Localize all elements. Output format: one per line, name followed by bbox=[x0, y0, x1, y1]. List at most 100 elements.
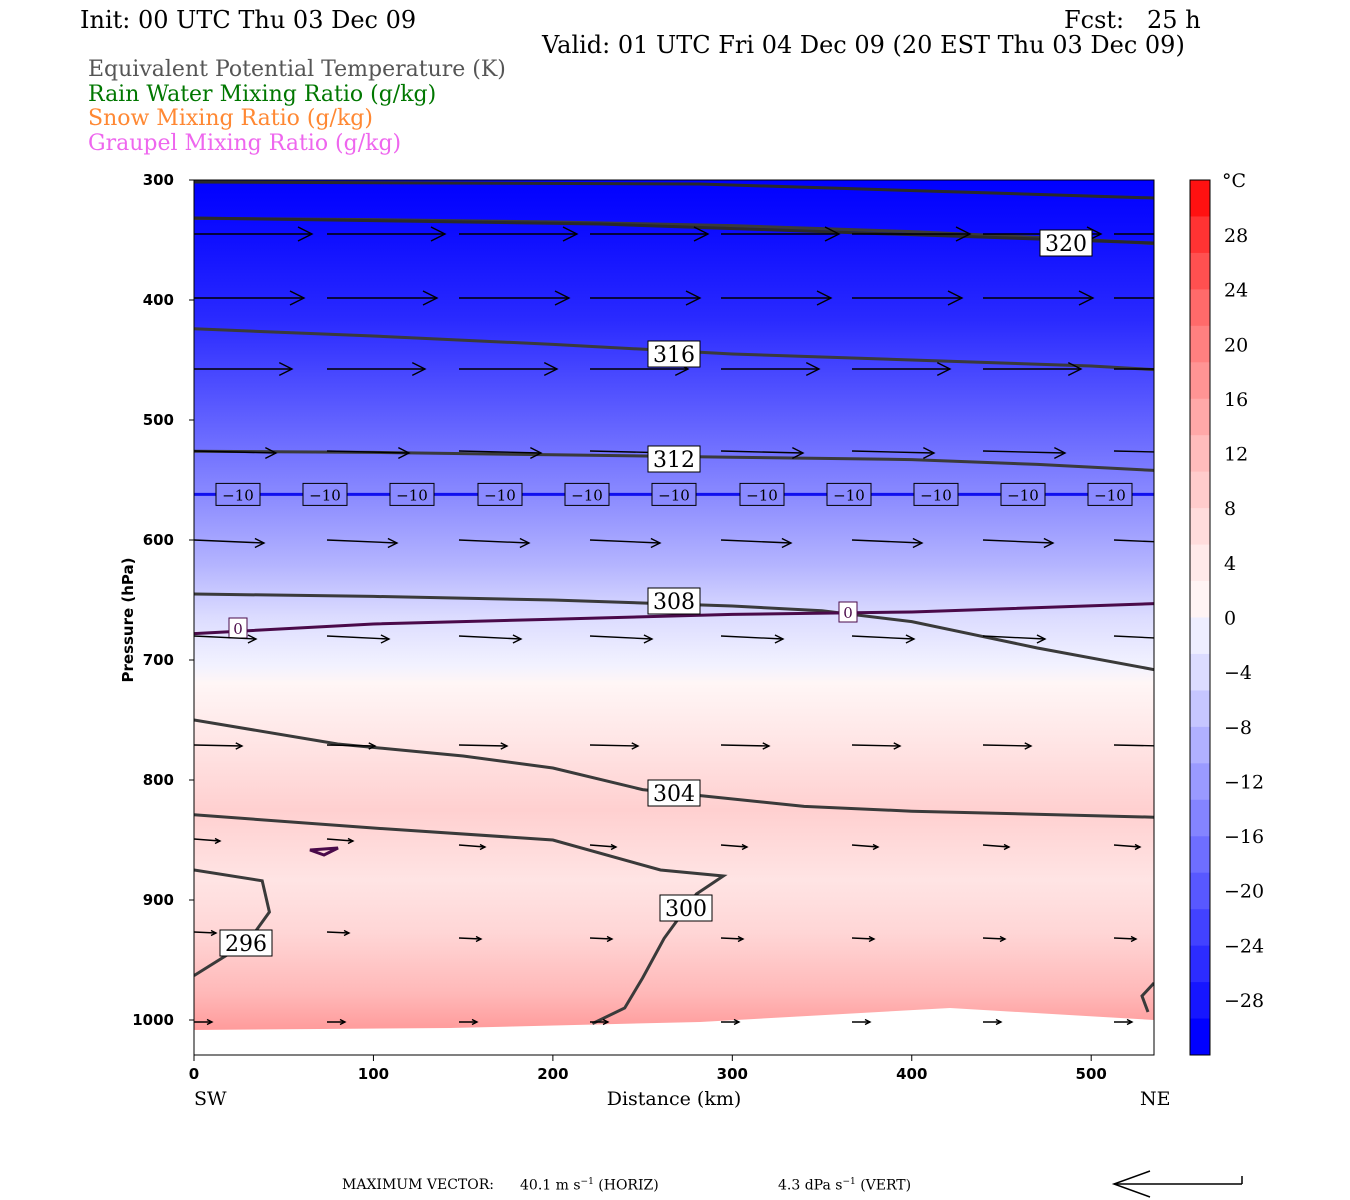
theta-e-contour-corner bbox=[1140, 981, 1154, 1013]
vector-head bbox=[610, 843, 618, 851]
x-tick-label: 500 bbox=[1076, 1065, 1107, 1083]
theta-e-label-320: 320 bbox=[1039, 229, 1093, 257]
colorbar-label: 16 bbox=[1224, 389, 1248, 411]
wind-vector bbox=[326, 537, 399, 549]
valid-time: Valid: 01 UTC Fri 04 Dec 09 (20 EST Thu … bbox=[542, 31, 1185, 59]
isotherm-label-text: −10 bbox=[1094, 486, 1126, 504]
wind-vector bbox=[326, 742, 377, 750]
vector-head bbox=[562, 226, 579, 242]
colorbar-swatch bbox=[1190, 690, 1210, 728]
isotherm-minus10-label: −10 bbox=[564, 482, 610, 506]
wind-vector bbox=[326, 837, 355, 845]
vector-head bbox=[781, 537, 793, 549]
label-box bbox=[651, 482, 697, 506]
vector-head bbox=[235, 742, 244, 750]
wind-vector bbox=[851, 742, 902, 750]
wind-vector bbox=[458, 742, 509, 750]
y-tick-label: 600 bbox=[143, 531, 174, 549]
y-axis-title: Pressure (hPa) bbox=[119, 558, 137, 683]
isotherm-minus10-label: −10 bbox=[1000, 482, 1046, 506]
vector-shaft bbox=[720, 844, 748, 848]
isotherm-minus10-label: −10 bbox=[389, 482, 435, 506]
vector-shaft bbox=[720, 937, 744, 940]
wind-vector bbox=[982, 843, 1011, 851]
colorbar-unit: °C bbox=[1222, 170, 1246, 192]
wind-vector bbox=[326, 929, 351, 937]
vector-head bbox=[339, 1018, 347, 1026]
vector-head bbox=[606, 935, 614, 943]
vector-head bbox=[530, 447, 543, 459]
vector-shaft bbox=[589, 937, 613, 940]
vector-shaft bbox=[1113, 539, 1154, 543]
vector-head bbox=[1054, 447, 1067, 459]
label-box bbox=[477, 482, 523, 506]
wind-vector bbox=[194, 1018, 214, 1026]
wind-vector bbox=[982, 742, 1033, 750]
wind-vector bbox=[851, 935, 876, 943]
colorbar-label: 20 bbox=[1224, 334, 1248, 356]
colorbar-swatch bbox=[1190, 398, 1210, 436]
y-tick-label: 1000 bbox=[132, 1011, 174, 1029]
vector-shaft bbox=[1113, 450, 1154, 453]
label-box bbox=[647, 445, 701, 473]
vector-shaft bbox=[982, 450, 1066, 454]
vector-head bbox=[816, 290, 833, 306]
wind-vector bbox=[589, 634, 654, 644]
wind-vector bbox=[720, 935, 745, 943]
y-tick-label: 800 bbox=[143, 771, 174, 789]
vector-shaft bbox=[458, 635, 522, 640]
vector-head bbox=[737, 935, 745, 943]
wind-vector bbox=[983, 1018, 1003, 1026]
wind-vector bbox=[1114, 291, 1224, 305]
wind-vector bbox=[1114, 233, 1154, 235]
isotherm-minus10-label: −10 bbox=[913, 482, 959, 506]
vector-head bbox=[864, 1018, 872, 1026]
isotherm-zero-label: 0 bbox=[228, 617, 248, 639]
isotherm-label-text: −10 bbox=[571, 486, 603, 504]
theta-e-contour-top bbox=[194, 180, 1154, 200]
wind-vector bbox=[851, 634, 916, 644]
y-tick-label: 400 bbox=[143, 291, 174, 309]
isotherm-zero-island bbox=[309, 846, 339, 857]
label-box bbox=[647, 340, 701, 368]
legend-rain: Rain Water Mixing Ratio (g/kg) bbox=[88, 82, 437, 107]
colorbar-label: 4 bbox=[1224, 553, 1236, 575]
colorbar-swatch bbox=[1190, 945, 1210, 983]
colorbar-swatch bbox=[1190, 544, 1210, 582]
vector-head bbox=[368, 742, 377, 750]
colorbar-swatch bbox=[1190, 180, 1210, 217]
vector-head bbox=[519, 537, 531, 549]
vector-head bbox=[693, 226, 710, 242]
y-tick-label: 300 bbox=[143, 171, 174, 189]
vector-head bbox=[1210, 291, 1224, 305]
wind-vector bbox=[851, 843, 880, 851]
vector-head bbox=[479, 843, 487, 851]
wind-vector bbox=[720, 447, 805, 459]
vector-head bbox=[1024, 742, 1033, 750]
vector-shaft bbox=[458, 539, 530, 544]
isotherm-zero bbox=[193, 602, 1155, 636]
vector-head bbox=[824, 226, 841, 242]
vector-shaft bbox=[851, 937, 875, 940]
wind-vector bbox=[590, 226, 710, 242]
colorbar-label: −16 bbox=[1224, 826, 1264, 848]
vector-head bbox=[643, 634, 654, 644]
vector-shaft bbox=[326, 450, 410, 454]
theta-e-label-text: 296 bbox=[225, 932, 267, 957]
y-tick-label: 500 bbox=[143, 411, 174, 429]
wind-vector bbox=[720, 742, 771, 750]
x-tick-label: 0 bbox=[189, 1065, 199, 1083]
wind-vector bbox=[194, 226, 314, 242]
vector-head bbox=[387, 537, 399, 549]
label-box bbox=[826, 482, 872, 506]
wind-vector bbox=[589, 935, 614, 943]
wind-vector bbox=[721, 362, 821, 376]
vector-shaft bbox=[1113, 937, 1137, 940]
colorbar-label: −12 bbox=[1224, 771, 1264, 793]
wind-vector bbox=[982, 935, 1007, 943]
isotherm-minus10-label: −10 bbox=[651, 482, 697, 506]
vector-shaft bbox=[982, 937, 1006, 940]
vector-head bbox=[471, 1018, 479, 1026]
colorbar-label: 12 bbox=[1224, 444, 1248, 466]
theta-e-contour-300 bbox=[194, 813, 728, 1025]
